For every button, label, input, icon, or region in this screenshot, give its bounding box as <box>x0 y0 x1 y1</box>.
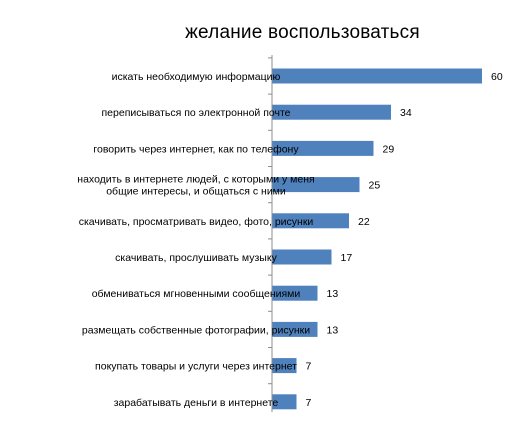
category-label: покупать товары и услуги через интернет <box>95 361 297 373</box>
bar <box>272 358 297 374</box>
chart-title: желание воспользоваться <box>185 22 420 43</box>
bar <box>272 213 349 229</box>
category-label: находить в интернете людей, с которыми у… <box>77 174 314 186</box>
category-label: искать необходимую информацию <box>112 71 281 83</box>
category-label: переписываться по электронной почте <box>101 107 290 119</box>
bar <box>272 104 391 120</box>
category-label: зарабатывать деньги в интернете <box>114 397 279 409</box>
category-label: говорить через интернет, как по телефону <box>93 143 299 155</box>
data-label: 17 <box>341 252 353 264</box>
bar <box>272 285 318 301</box>
data-label: 34 <box>400 107 412 119</box>
bar <box>272 68 482 84</box>
data-label: 22 <box>358 216 370 228</box>
category-label: обмениваться мгновенными сообщениями <box>92 288 301 300</box>
category-label: скачивать, просматривать видео, фото, ри… <box>79 216 314 228</box>
category-label: размещать собственные фотографии, рисунк… <box>82 324 310 336</box>
data-label: 13 <box>327 288 339 300</box>
category-label: скачивать, прослушивать музыку <box>115 252 277 264</box>
data-label: 7 <box>306 361 312 373</box>
data-label: 25 <box>369 180 381 192</box>
data-label: 60 <box>491 71 503 83</box>
category-label: общие интересы, и общаться с ними <box>106 186 286 198</box>
bar <box>272 140 374 156</box>
data-label: 7 <box>306 397 312 409</box>
bar <box>272 321 318 337</box>
data-label: 13 <box>327 324 339 336</box>
bar <box>272 249 332 265</box>
data-label: 29 <box>383 143 395 155</box>
bar <box>272 394 297 410</box>
bar <box>272 177 360 193</box>
